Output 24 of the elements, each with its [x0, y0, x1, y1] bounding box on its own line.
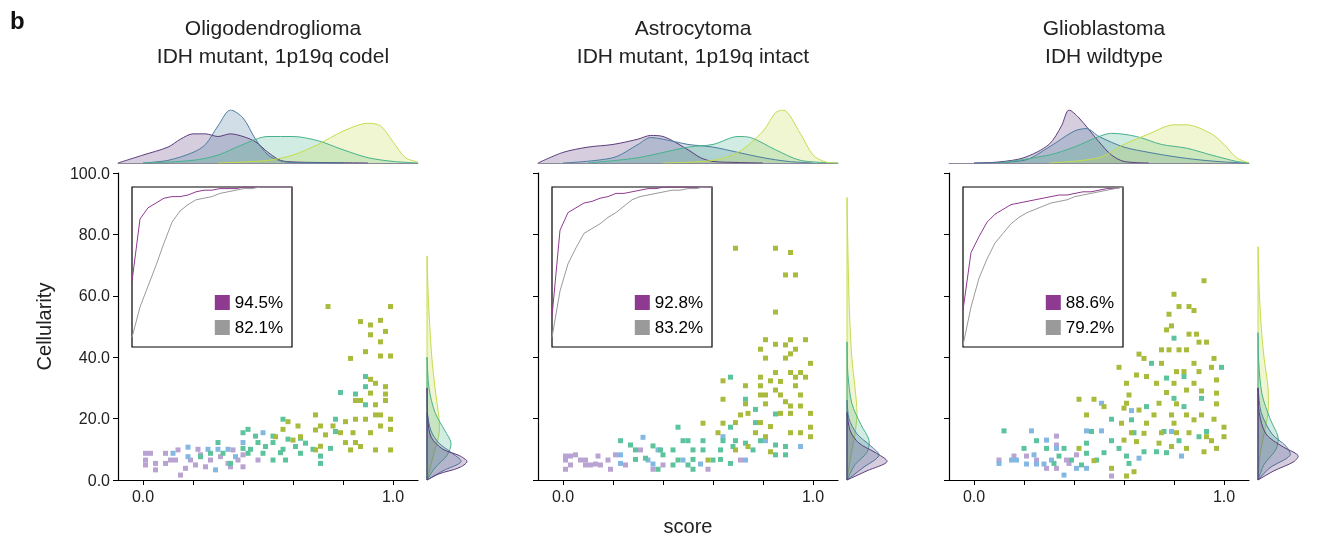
legend-label: 82.1% — [234, 318, 283, 337]
chart-title: Oligodendroglioma IDH mutant, 1p19q codel — [156, 15, 390, 67]
x-tick-label: 1.0 — [381, 487, 405, 505]
legend-label: 83.2% — [654, 318, 703, 337]
x-tick-label: 0.0 — [962, 487, 986, 505]
x-tick-label: 0.0 — [131, 487, 155, 505]
y-tick-label: 40.0 — [78, 348, 111, 366]
legend-label: 92.8% — [654, 293, 703, 312]
y-tick-label: 0.0 — [87, 471, 111, 489]
legend-label: 88.6% — [1065, 293, 1114, 312]
text: b — [10, 6, 25, 34]
x-axis-title: score — [663, 515, 713, 537]
x-tick-label: 1.0 — [1212, 487, 1236, 505]
x-tick-label: 0.0 — [551, 487, 575, 505]
chart-title: Astrocytoma IDH mutant, 1p19q intact — [576, 15, 810, 67]
legend-label: 79.2% — [1065, 318, 1114, 337]
chart-title: Glioblastoma IDH wildtype — [1042, 15, 1166, 67]
y-tick-label: 80.0 — [78, 225, 111, 243]
y-tick-label: 20.0 — [78, 410, 111, 428]
legend-label: 94.5% — [234, 293, 283, 312]
y-axis-title: Cellularity — [33, 282, 55, 371]
y-tick-label: 60.0 — [78, 287, 111, 305]
x-tick-label: 1.0 — [801, 487, 825, 505]
y-tick-label: 100.0 — [69, 164, 111, 182]
